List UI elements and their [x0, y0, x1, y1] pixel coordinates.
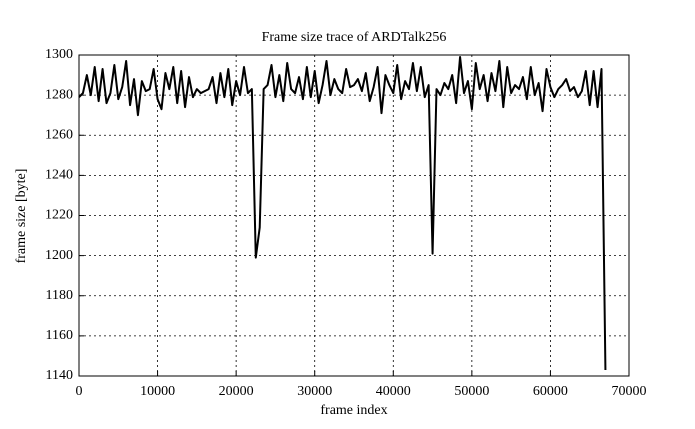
plot-frame: [78, 54, 630, 377]
x-tick-label: 40000: [376, 384, 411, 399]
data-line: [78, 56, 607, 370]
x-tick-label: 30000: [297, 384, 332, 399]
x-axis-label: frame index: [320, 403, 387, 418]
y-tick-label: 1220: [45, 208, 73, 223]
y-tick-label: 1160: [46, 328, 73, 343]
x-tick-label: 60000: [533, 384, 568, 399]
y-axis-label: frame size [byte]: [14, 169, 29, 264]
x-tick-label: 20000: [219, 384, 254, 399]
y-tick-label: 1200: [45, 248, 73, 263]
y-tick-label: 1260: [45, 127, 73, 142]
y-tick-label: 1180: [46, 288, 73, 303]
y-tick-label: 1300: [45, 47, 73, 62]
chart-title: Frame size trace of ARDTalk256: [262, 30, 447, 45]
y-tick-label: 1280: [45, 87, 73, 102]
x-tick-label: 0: [76, 384, 83, 399]
y-tick-label: 1140: [46, 368, 73, 383]
x-tick-label: 70000: [612, 384, 647, 399]
x-tick-label: 10000: [140, 384, 175, 399]
x-tick-label: 50000: [454, 384, 489, 399]
y-tick-label: 1240: [45, 168, 73, 183]
